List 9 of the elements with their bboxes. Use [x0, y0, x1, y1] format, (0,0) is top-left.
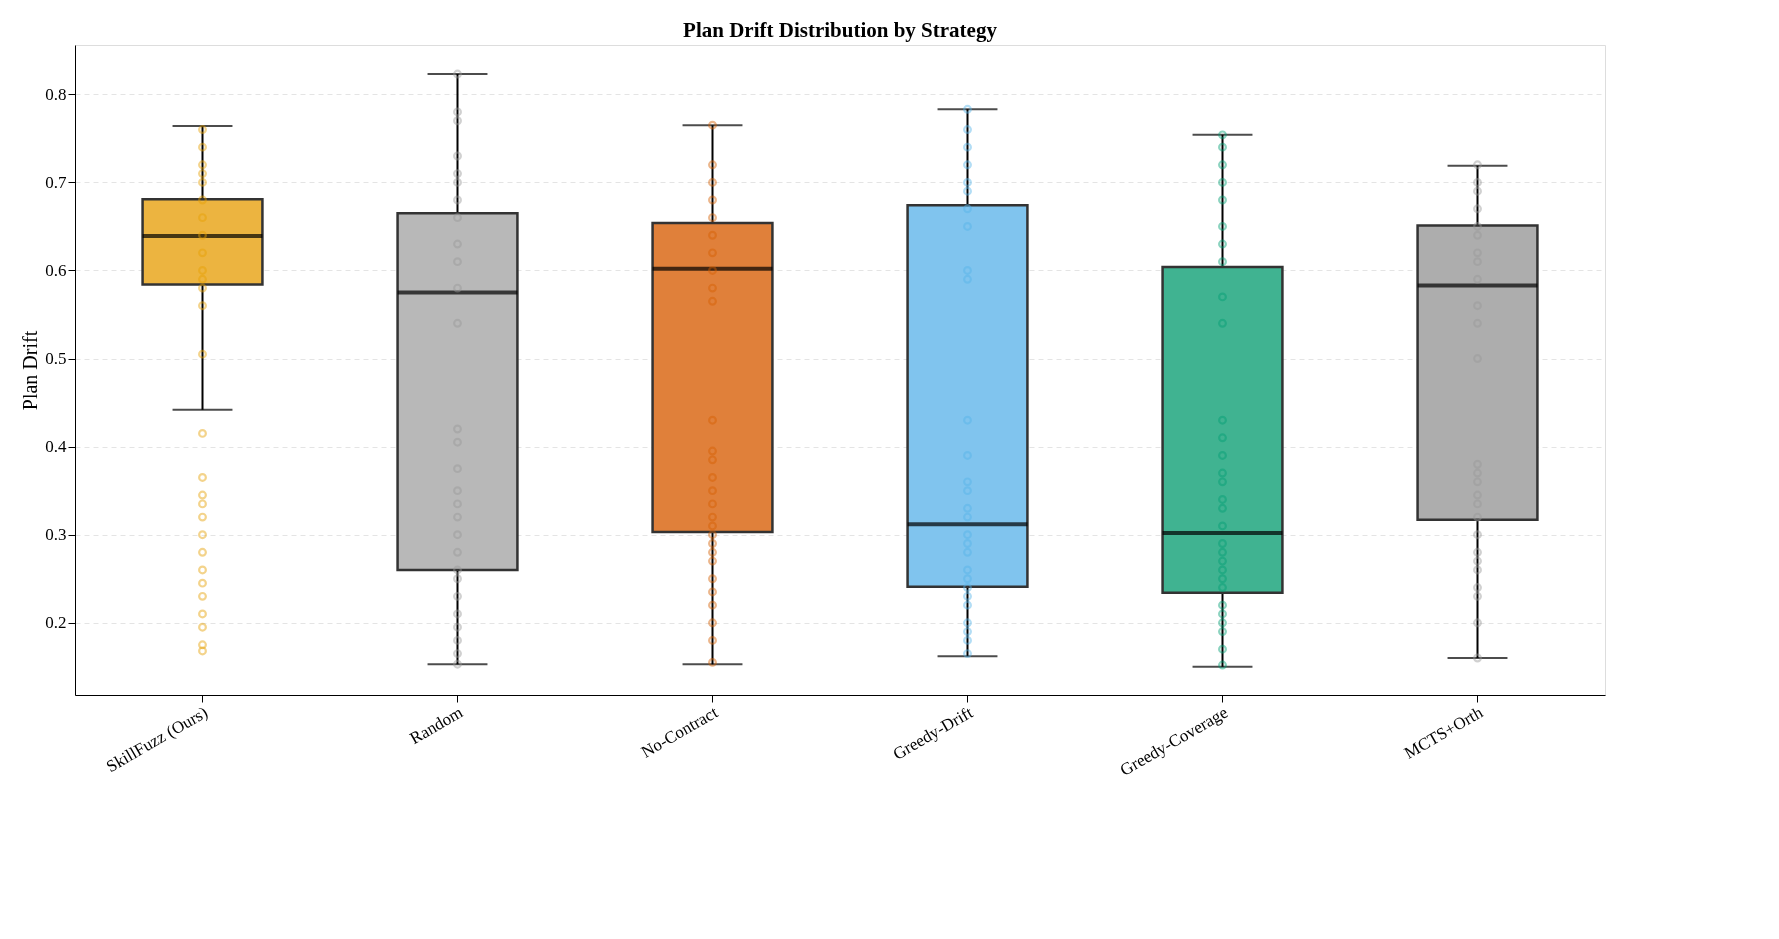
y-tick-label: 0.6 [45, 260, 67, 280]
y-tick-label: 0.7 [45, 172, 67, 192]
y-tick-label: 0.5 [45, 349, 67, 369]
y-tick-label: 0.3 [45, 525, 67, 545]
y-tick-label: 0.2 [45, 613, 67, 633]
y-axis-title: Plan Drift [19, 330, 42, 411]
chart-title: Plan Drift Distribution by Strategy [683, 18, 998, 42]
y-tick-label: 0.4 [45, 437, 67, 457]
y-tick-label: 0.8 [45, 84, 67, 104]
